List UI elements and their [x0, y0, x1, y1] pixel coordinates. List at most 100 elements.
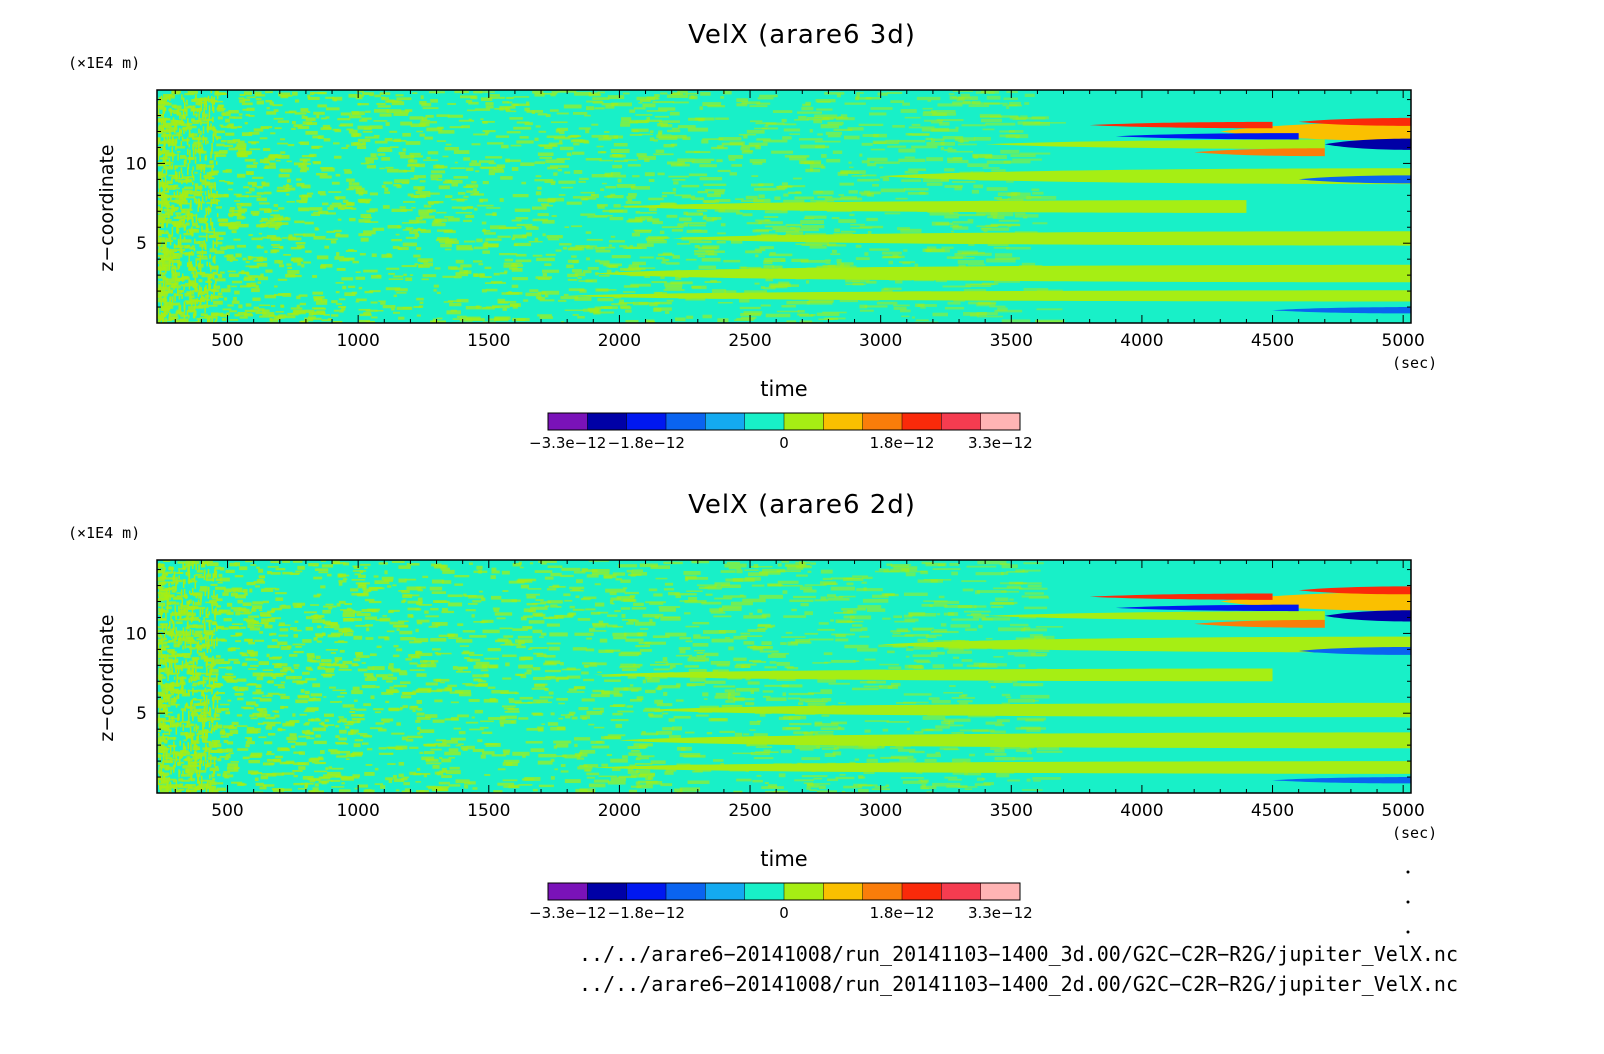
noise-speck	[703, 214, 707, 219]
noise-speck-early	[162, 120, 165, 129]
noise-speck	[809, 164, 824, 168]
data-band	[1089, 121, 1273, 129]
noise-speck	[225, 118, 230, 123]
noise-speck	[813, 777, 823, 780]
noise-speck	[769, 283, 791, 288]
noise-speck	[295, 699, 308, 704]
noise-speck	[375, 309, 384, 312]
noise-speck	[405, 277, 413, 282]
noise-speck	[715, 117, 729, 120]
noise-speck	[198, 99, 203, 103]
noise-speck-early	[187, 162, 190, 170]
noise-speck	[261, 620, 269, 625]
noise-speck	[199, 708, 207, 711]
noise-speck	[961, 659, 973, 662]
noise-speck	[635, 757, 650, 760]
noise-speck	[566, 201, 582, 205]
noise-speck	[653, 153, 674, 156]
noise-speck	[328, 191, 342, 193]
noise-speck	[520, 674, 527, 679]
noise-speck	[197, 647, 201, 651]
noise-speck	[384, 570, 388, 575]
noise-speck-early	[169, 134, 171, 144]
noise-speck	[468, 562, 473, 565]
noise-speck	[695, 714, 709, 717]
noise-speck	[887, 650, 895, 654]
noise-speck	[544, 180, 556, 184]
noise-speck	[431, 579, 444, 584]
noise-speck	[755, 122, 777, 125]
noise-speck	[413, 306, 422, 308]
noise-speck	[825, 131, 842, 136]
noise-speck	[759, 94, 778, 98]
noise-speck	[369, 192, 379, 196]
noise-speck	[755, 219, 771, 222]
noise-speck	[1007, 197, 1032, 200]
noise-speck-early	[177, 261, 179, 270]
noise-speck	[301, 197, 308, 201]
noise-speck	[195, 225, 200, 229]
noise-speck	[320, 560, 327, 562]
noise-speck	[801, 225, 825, 229]
noise-speck	[436, 179, 443, 181]
noise-speck	[207, 304, 218, 307]
noise-speck	[252, 651, 258, 654]
noise-speck-early	[200, 98, 203, 108]
noise-speck	[178, 788, 185, 791]
noise-speck	[315, 301, 328, 305]
noise-speck	[430, 637, 447, 642]
noise-speck	[164, 282, 172, 286]
noise-speck	[956, 97, 965, 102]
noise-speck	[191, 99, 196, 102]
noise-speck	[418, 212, 430, 216]
noise-speck-early	[160, 96, 162, 105]
noise-speck	[463, 157, 470, 161]
noise-speck-early	[171, 164, 174, 170]
noise-speck	[523, 608, 536, 613]
noise-speck	[221, 112, 226, 116]
noise-speck	[611, 602, 615, 605]
noise-speck-early	[164, 242, 167, 250]
noise-speck	[594, 107, 605, 110]
noise-speck	[396, 722, 401, 726]
noise-speck	[601, 690, 620, 695]
noise-speck	[248, 668, 257, 670]
noise-speck	[733, 697, 755, 701]
noise-speck	[428, 192, 440, 195]
noise-speck-early	[180, 261, 182, 266]
noise-speck-early	[178, 219, 181, 229]
noise-speck	[998, 627, 1026, 632]
noise-speck	[299, 169, 307, 173]
noise-speck	[830, 586, 855, 591]
noise-speck	[656, 134, 672, 139]
noise-speck	[249, 627, 261, 631]
noise-speck	[740, 316, 757, 319]
noise-speck	[976, 211, 998, 216]
noise-speck	[714, 199, 731, 203]
noise-speck	[694, 649, 705, 652]
noise-speck	[990, 224, 1021, 227]
noise-speck	[465, 214, 475, 219]
noise-speck	[423, 204, 428, 208]
noise-speck	[761, 127, 779, 130]
noise-speck	[484, 657, 499, 660]
noise-speck	[806, 787, 811, 790]
noise-speck	[324, 713, 334, 717]
noise-speck	[904, 633, 929, 637]
noise-speck-early	[209, 262, 211, 268]
noise-speck	[355, 708, 367, 711]
noise-speck	[315, 634, 324, 638]
noise-speck	[500, 691, 518, 695]
noise-speck	[1015, 136, 1020, 139]
noise-speck	[840, 114, 848, 117]
noise-speck	[1007, 652, 1036, 656]
noise-speck	[629, 245, 633, 248]
noise-speck	[226, 256, 236, 260]
noise-speck-early	[158, 283, 160, 292]
noise-speck	[1001, 693, 1011, 697]
noise-speck	[712, 669, 729, 673]
noise-speck	[707, 193, 721, 198]
noise-speck-early	[204, 243, 207, 251]
noise-speck	[569, 246, 585, 251]
noise-speck	[636, 243, 654, 247]
